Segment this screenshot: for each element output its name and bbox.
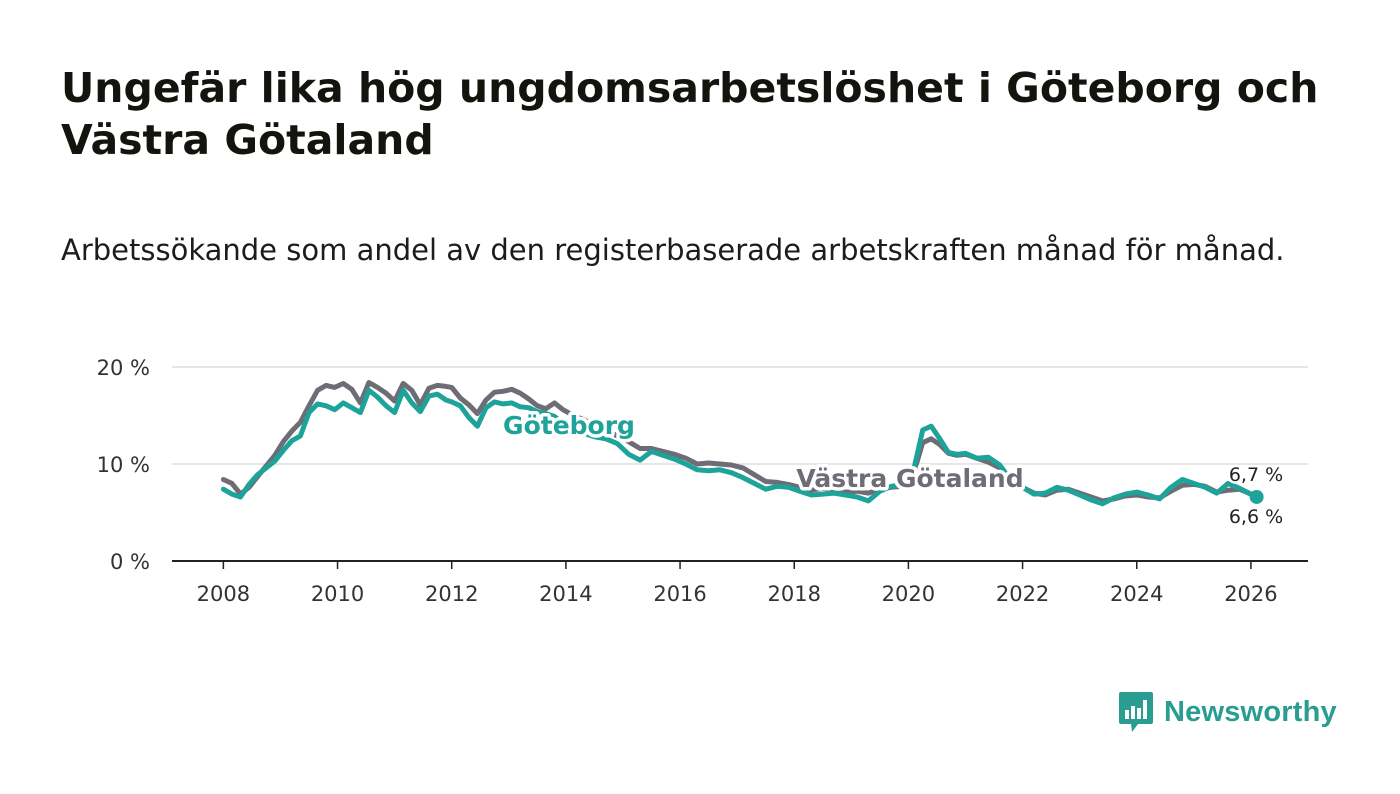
x-tick-label: 2014 xyxy=(539,582,592,606)
x-tick-label: 2008 xyxy=(197,582,250,606)
newsworthy-chat-bars-icon xyxy=(1119,692,1153,732)
series-endpoint-goteborg xyxy=(1249,489,1264,504)
x-tick-label: 2016 xyxy=(653,582,706,606)
end-value-goteborg: 6,6 % xyxy=(1229,506,1283,528)
x-tick-label: 2022 xyxy=(996,582,1049,606)
x-tick-label: 2010 xyxy=(311,582,364,606)
series-label-goteborg: Göteborg xyxy=(503,411,635,440)
axes: 0 % 10 % 20 % 2008 2010 2012 2014 2016 2018 2020 2… xyxy=(97,356,1308,606)
end-value-vastra-gotaland: 6,7 % xyxy=(1229,464,1283,486)
x-tick-label: 2012 xyxy=(425,582,478,606)
y-tick-label: 20 % xyxy=(97,356,150,380)
series-label-vastra-gotaland: Västra Götaland xyxy=(796,464,1023,493)
y-tick-label: 0 % xyxy=(110,550,150,574)
gridlines xyxy=(172,366,1308,465)
x-tick-label: 2024 xyxy=(1110,582,1163,606)
series-labels: Västra Götaland Göteborg 6,7 % 6,6 % xyxy=(500,408,1286,531)
brand-name: Newsworthy xyxy=(1164,695,1337,728)
chart-title: Ungefär lika hög ungdomsarbetslöshet i G… xyxy=(61,64,1319,164)
y-tick-label: 10 % xyxy=(97,453,150,477)
x-tick-label: 2018 xyxy=(768,582,821,606)
series-line-goteborg xyxy=(220,387,1260,507)
newsworthy-logo[interactable]: Newsworthy xyxy=(1118,690,1337,734)
chart-subtitle: Arbetssökande som andel av den registerb… xyxy=(61,233,1285,267)
series-lines xyxy=(220,380,1264,507)
x-tick-label: 2026 xyxy=(1224,582,1277,606)
x-tick-label: 2020 xyxy=(882,582,935,606)
